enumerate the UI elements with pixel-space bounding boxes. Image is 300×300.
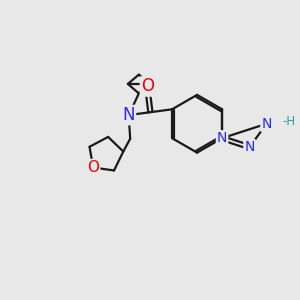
Text: O: O: [141, 77, 154, 95]
Text: N: N: [122, 106, 135, 124]
Text: N: N: [217, 131, 227, 145]
Text: O: O: [87, 160, 99, 175]
Text: -H: -H: [282, 115, 296, 128]
Text: N: N: [244, 140, 255, 154]
Text: N: N: [261, 117, 272, 131]
